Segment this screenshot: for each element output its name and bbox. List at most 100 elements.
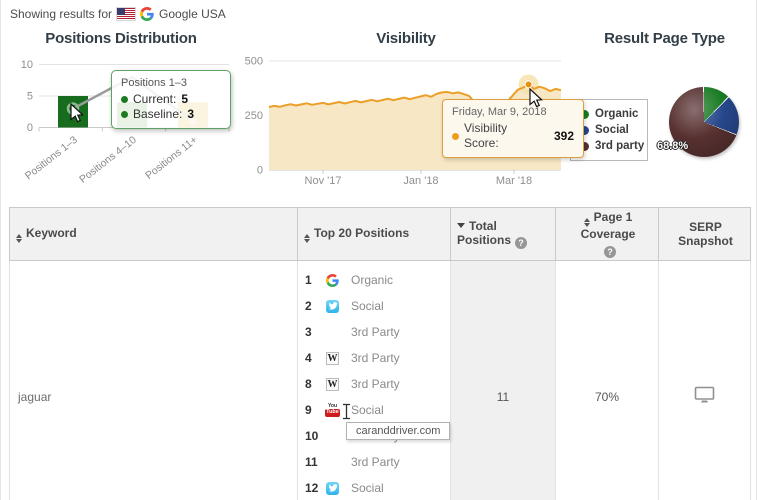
help-icon[interactable]: ? (604, 246, 616, 258)
column-header-keyword[interactable]: Keyword (9, 207, 298, 261)
sort-icon[interactable] (583, 218, 590, 227)
positions-tooltip-baseline: Baseline: 3 (121, 107, 221, 122)
usa-flag-icon (117, 8, 136, 20)
results-for-bar: Showing results for Google USA (1, 0, 756, 28)
svg-text:250: 250 (245, 110, 263, 122)
column-header-page-1-coverage[interactable]: Page 1 Coverage? (555, 207, 659, 261)
result-page-type-title: Result Page Type (604, 30, 725, 47)
position-type-label[interactable]: 3rd Party (351, 455, 400, 469)
charts-row: Positions Distribution Visibility Result… (1, 28, 756, 207)
position-type-label[interactable]: 3rd Party (351, 325, 400, 339)
position-row[interactable]: 12 Social (305, 475, 449, 500)
results-for-label: Showing results for (10, 7, 113, 21)
position-row[interactable]: 3 3rd Party (305, 319, 449, 345)
svg-text:0: 0 (257, 165, 263, 177)
svg-text:Mar '18: Mar '18 (496, 175, 532, 187)
google-logo-icon (140, 7, 154, 21)
pie-slice-percentage: 68.8% (657, 140, 689, 152)
legend-label: 3rd party (595, 140, 645, 152)
sort-icon[interactable] (304, 233, 310, 243)
twitter-icon (325, 299, 340, 314)
top20-positions-cell: 1 Organic 2 Social 3 3rd Party 4 W 3rd Party 8 W 3r… (297, 260, 451, 500)
no-icon (325, 325, 340, 340)
position-row[interactable]: 8 W 3rd Party (305, 371, 449, 397)
position-row[interactable]: 9 You Tube Social (305, 397, 449, 423)
position-type-label[interactable]: Social (351, 403, 384, 417)
positions-tooltip-title: Positions 1–3 (121, 77, 188, 89)
svg-text:Nov '17: Nov '17 (305, 175, 342, 187)
wikipedia-icon: W (326, 351, 339, 365)
position-type-label[interactable]: Organic (351, 273, 394, 287)
serp-snapshot-monitor-icon[interactable] (694, 386, 715, 403)
position-rank: 12 (305, 481, 319, 495)
svg-text:Positions 11+: Positions 11+ (143, 134, 200, 182)
legend-label: Social (595, 124, 629, 136)
column-header-serp-snapshot[interactable]: SERP Snapshot (658, 207, 751, 261)
position-type-label[interactable]: 3rd Party (351, 351, 400, 365)
visibility-tooltip-date: Friday, Mar 9, 2018 (452, 106, 547, 118)
visibility-tooltip: Friday, Mar 9, 2018 Visibility Score: 39… (442, 99, 584, 158)
svg-text:Positions 4–10: Positions 4–10 (77, 134, 139, 186)
position-row[interactable]: 2 Social (305, 293, 449, 319)
svg-text:10: 10 (21, 59, 33, 71)
serp-snapshot-cell[interactable] (658, 260, 751, 500)
legend-item-3rd-party[interactable]: 3rd party (580, 138, 647, 154)
position-rank: 8 (305, 377, 312, 391)
sort-icon[interactable] (16, 233, 22, 243)
position-row[interactable]: 4 W 3rd Party (305, 345, 449, 371)
legend-item-organic[interactable]: Organic (580, 106, 647, 122)
svg-text:Jan '18: Jan '18 (403, 175, 438, 187)
keyword-cell: jaguar (9, 260, 298, 500)
domain-tooltip: caranddriver.com (346, 422, 451, 440)
page1-coverage-cell: 70% (555, 260, 659, 500)
sort-desc-icon[interactable] (457, 223, 465, 228)
total-positions-cell: 11 (450, 260, 556, 500)
legend-label: Organic (595, 108, 639, 120)
position-rank: 1 (305, 273, 312, 287)
table-row: jaguar 1 Organic 2 Social 3 3rd Party 4 W 3rd Pa… (9, 260, 751, 500)
position-type-label[interactable]: Social (351, 299, 384, 313)
keywords-table: Keyword Top 20 Positions Total Positions? P… (9, 207, 751, 500)
twitter-icon (325, 481, 340, 496)
position-rank: 9 (305, 403, 312, 417)
youtube-icon: You Tube (325, 402, 340, 417)
svg-text:5: 5 (27, 91, 33, 103)
column-header-top-20-positions[interactable]: Top 20 Positions (297, 207, 451, 261)
green-dot-icon (121, 96, 128, 103)
no-icon (325, 455, 340, 470)
orange-dot-icon (452, 132, 459, 140)
column-label: Total Positions (457, 219, 512, 247)
wikipedia-icon: W (326, 377, 339, 391)
google-icon (325, 273, 340, 288)
search-engine-label: Google USA (159, 7, 226, 21)
position-rank: 4 (305, 351, 312, 365)
legend-dot-icon (580, 141, 589, 151)
bar-Positions 1–3[interactable] (58, 96, 88, 128)
visibility-title: Visibility (376, 30, 436, 47)
position-row[interactable]: 11 3rd Party (305, 449, 449, 475)
table-header-row: Keyword Top 20 Positions Total Positions? P… (9, 207, 751, 261)
svg-text:500: 500 (245, 56, 263, 68)
positions-tooltip-current: Current: 5 (121, 92, 221, 107)
column-label: Keyword (26, 225, 77, 240)
help-icon[interactable]: ? (515, 237, 528, 249)
svg-text:Positions 1–3: Positions 1–3 (23, 134, 80, 182)
position-rank: 11 (305, 455, 318, 469)
svg-text:0: 0 (27, 122, 33, 134)
column-label: Top 20 Positions (314, 225, 410, 240)
visibility-tooltip-score: Visibility Score: 392 (452, 121, 574, 151)
legend-item-social[interactable]: Social (580, 122, 647, 138)
highlighted-point[interactable] (524, 80, 533, 89)
position-type-label[interactable]: Social (351, 481, 384, 495)
column-header-total-positions[interactable]: Total Positions? (450, 207, 556, 261)
result-page-type-pie[interactable] (669, 87, 739, 157)
position-row[interactable]: 1 Organic (305, 267, 449, 293)
position-rank: 2 (305, 299, 312, 313)
green-dot-icon (121, 111, 128, 118)
positions-distribution-title: Positions Distribution (45, 30, 197, 47)
legend-dot-icon (580, 125, 589, 135)
legend-dot-icon (580, 109, 589, 119)
column-label: SERP Snapshot (678, 220, 733, 248)
position-type-label[interactable]: 3rd Party (351, 377, 400, 391)
